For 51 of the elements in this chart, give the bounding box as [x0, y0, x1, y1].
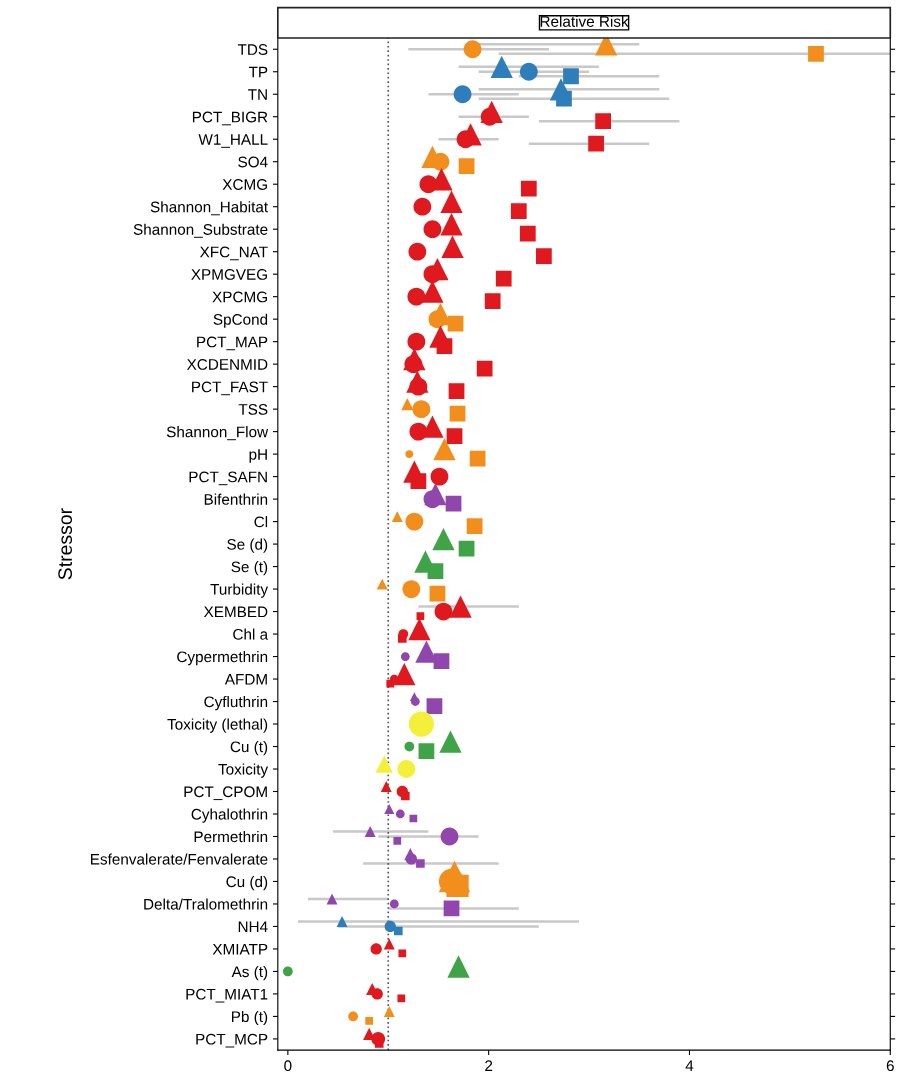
y-tick-label: Toxicity	[218, 763, 269, 778]
y-tick-label: Cyfluthrin	[204, 696, 268, 711]
y-tick-label: NH4	[238, 921, 268, 932]
y-tick-label: AFDM	[224, 674, 267, 685]
y-tick-label: Se (t)	[231, 561, 268, 576]
y-axis-title: Stressor	[58, 508, 73, 580]
y-tick-label: As (t)	[231, 965, 268, 981]
y-tick-label: Permethrin	[194, 830, 268, 843]
y-tick-label: XMIATP	[212, 943, 268, 955]
y-tick-label: XCMG	[222, 179, 267, 190]
y-tick-label: Shannon_Habitat	[150, 201, 268, 216]
y-tick-label: XFC_NAT	[199, 246, 268, 261]
y-tick-label: Cu (t)	[230, 740, 268, 756]
y-tick-label: Chl a	[233, 628, 269, 640]
y-tick-label: XEMBED	[203, 606, 268, 618]
y-tick-label: Pb (t)	[232, 1010, 268, 1026]
y-tick-label: pH	[249, 449, 267, 463]
y-tick-label: Turbidity	[210, 583, 269, 598]
y-tick-label: PCT_MIAT1	[186, 988, 268, 1003]
y-tick-label: PCT_FAST	[192, 381, 268, 396]
y-tick-label: TSS	[238, 404, 268, 415]
x-tick-label: 4	[685, 1060, 694, 1071]
y-tick-label: PCT_MAP	[197, 336, 268, 351]
y-tick-label: SpCond	[213, 313, 268, 328]
y-tick-label: Cypermethrin	[177, 651, 268, 666]
y-tick-label: TP	[248, 66, 268, 78]
y-tick-label: PCT_SAFN	[189, 471, 267, 486]
y-tick-label: Esfenvalerate/Fenvalerate	[91, 853, 268, 865]
y-tick-label: Toxicity (lethal)	[167, 718, 268, 733]
y-tick-label: XPCMG	[212, 291, 267, 303]
y-tick-label: Bifenthrin	[204, 493, 268, 505]
y-tick-label: SO4	[238, 156, 268, 168]
x-tick-label: 6	[886, 1060, 894, 1072]
y-tick-label: Cu (d)	[226, 875, 268, 891]
y-tick-label: Cl	[254, 516, 268, 528]
y-tick-label: Delta/Tralomethrin	[144, 898, 268, 910]
x-tick-label: 0	[284, 1060, 292, 1072]
chart-title: Relative Risk	[540, 15, 629, 27]
x-tick-label: 2	[485, 1060, 493, 1071]
y-tick-label: PCT_CPOM	[184, 786, 267, 801]
y-tick-label: Se (d)	[227, 538, 268, 553]
y-tick-label: PCT_BIGR	[192, 111, 268, 126]
y-tick-label: PCT_MCP	[196, 1033, 268, 1048]
y-tick-label: Shannon_Substrate	[133, 223, 268, 238]
y-tick-label: TDS	[237, 44, 268, 55]
y-tick-label: W1_HALL	[198, 134, 268, 148]
y-tick-label: Shannon_Flow	[166, 426, 269, 441]
y-tick-label: XCDENMID	[186, 359, 268, 370]
y-tick-label: TN	[248, 89, 267, 100]
y-tick-label: Cyhalothrin	[191, 808, 268, 823]
y-tick-label: XPMGVEG	[191, 269, 267, 280]
